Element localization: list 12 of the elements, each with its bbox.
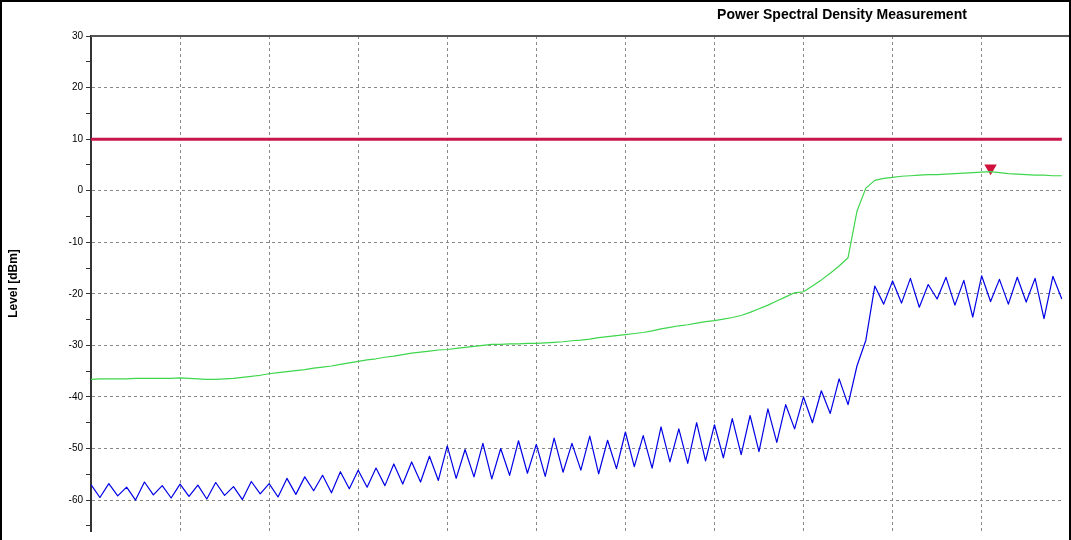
y-tick-label: 30 <box>71 29 84 41</box>
y-tick-label: 10 <box>71 132 84 144</box>
chart-title: Power Spectral Density Measurement <box>716 6 968 22</box>
y-tick-label: -10 <box>68 236 84 247</box>
y-tick-label: -30 <box>68 339 84 351</box>
y-tick-label: 20 <box>71 81 84 93</box>
y-axis-title: Level [dBm] <box>5 249 20 318</box>
y-tick-label: 0 <box>77 184 84 196</box>
y-tick-label: -40 <box>68 390 84 402</box>
y-tick-label: -20 <box>68 287 84 299</box>
y-tick-label: -60 <box>68 493 84 505</box>
y-tick-label: -50 <box>68 442 84 454</box>
